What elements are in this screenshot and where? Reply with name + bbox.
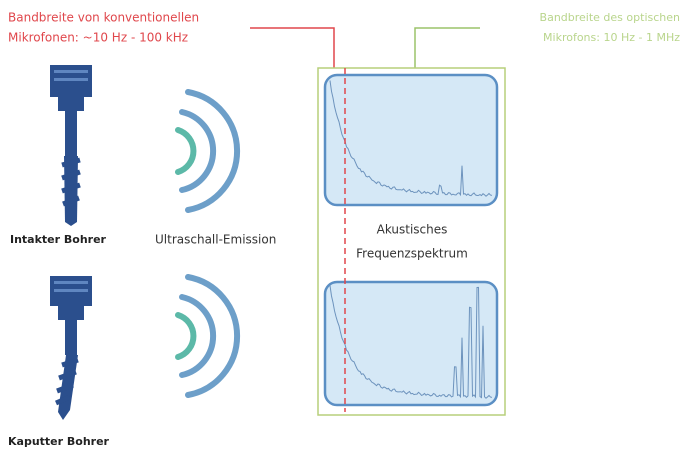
spectrum-label: Akustisches bbox=[377, 223, 448, 237]
broken-drill bbox=[50, 276, 92, 420]
spectrum-panel bbox=[325, 75, 497, 205]
drill-label: Kaputter Bohrer bbox=[8, 435, 110, 448]
intact-drill bbox=[50, 65, 92, 226]
conventional-leader bbox=[250, 28, 334, 68]
optical-label: Mikrofons: 10 Hz - 1 MHz bbox=[543, 31, 680, 44]
conventional-label: Bandbreite von konventionellen bbox=[8, 11, 199, 25]
optical-label: Bandbreite des optischen bbox=[540, 11, 680, 24]
optical-leader bbox=[415, 28, 480, 68]
conventional-label: Mikrofonen: ~10 Hz - 100 kHz bbox=[8, 31, 188, 45]
drill-label: Intakter Bohrer bbox=[10, 233, 107, 246]
spectrum-label: Frequenzspektrum bbox=[356, 247, 468, 261]
diagram: Bandbreite von konventionellen Mikrofone… bbox=[0, 0, 687, 454]
emission-label: Ultraschall-Emission bbox=[155, 233, 276, 247]
